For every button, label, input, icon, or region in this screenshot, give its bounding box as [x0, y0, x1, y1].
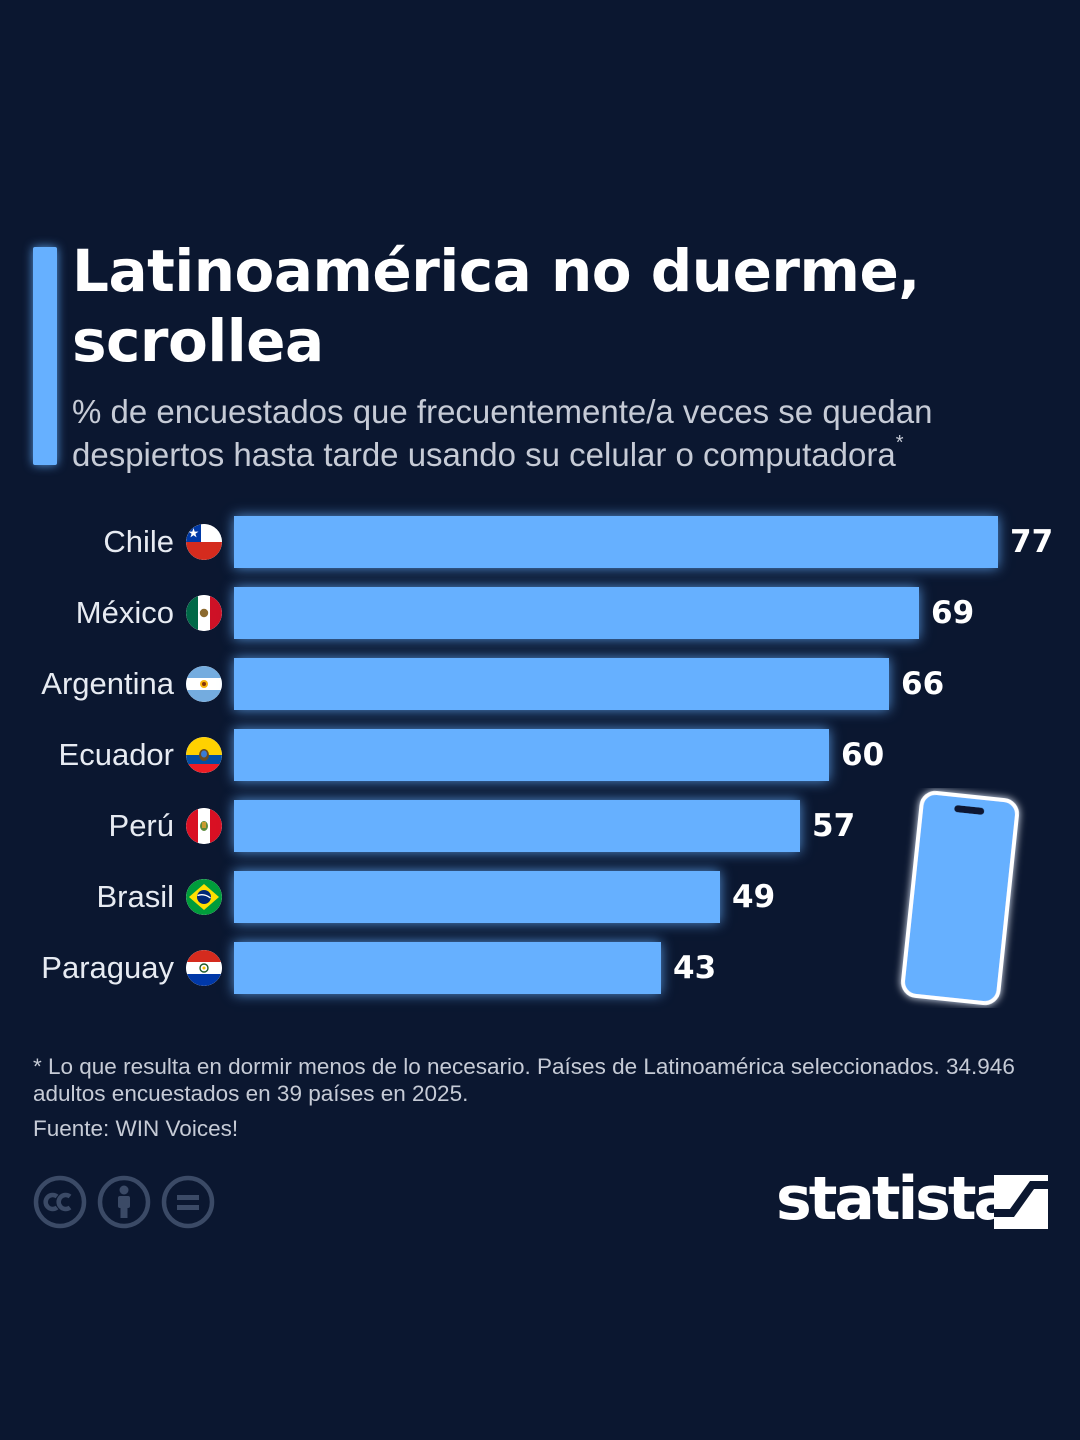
flag-ecuador-icon — [186, 737, 222, 773]
bar — [234, 658, 889, 710]
category-label: Ecuador — [58, 737, 174, 772]
data-label: 69 — [931, 595, 975, 631]
subtitle-footnote-marker: * — [895, 432, 904, 454]
bar-row-ecuador: Ecuador 60 — [0, 729, 1080, 781]
category-label: Brasil — [96, 879, 174, 914]
category-label: Argentina — [41, 666, 174, 701]
bar-chart: Chile 77 México 69 Argentina 66 Ecuador 60 Perú 5… — [0, 500, 1080, 1020]
data-label: 60 — [841, 737, 885, 773]
data-label: 66 — [901, 666, 945, 702]
bar-row-argentina: Argentina 66 — [0, 658, 1080, 710]
bar — [234, 800, 800, 852]
phone-icon — [900, 790, 1020, 1006]
flag-peru-icon — [186, 808, 222, 844]
statista-logo[interactable]: statista — [776, 1164, 1051, 1234]
footnote: * Lo que resulta en dormir menos de lo n… — [33, 1054, 1015, 1106]
data-label: 57 — [812, 808, 856, 844]
data-label: 77 — [1010, 524, 1054, 560]
bar — [234, 587, 919, 639]
category-label: Perú — [108, 808, 174, 843]
bar-row-mexico: México 69 — [0, 587, 1080, 639]
title-accent-bar — [33, 247, 57, 465]
source: Fuente: WIN Voices! — [33, 1116, 239, 1141]
bar — [234, 942, 661, 994]
chart-title: Latinoamérica no duerme, scrollea — [72, 237, 920, 375]
bar-row-chile: Chile 77 — [0, 516, 1080, 568]
no-derivatives-icon[interactable] — [161, 1175, 215, 1229]
flag-argentina-icon — [186, 666, 222, 702]
chart-subtitle: % de encuestados que frecuentemente/a ve… — [72, 390, 1062, 476]
data-label: 43 — [673, 950, 717, 986]
bar-row-brasil: Brasil 49 — [0, 871, 1080, 923]
statista-logo-icon — [994, 1175, 1048, 1229]
data-label: 49 — [732, 879, 776, 915]
bar — [234, 516, 998, 568]
brand-name: statista — [776, 1164, 1014, 1234]
category-label: México — [75, 595, 174, 630]
attribution-icon[interactable] — [97, 1175, 151, 1229]
flag-brazil-icon — [186, 879, 222, 915]
category-label: Chile — [103, 524, 174, 559]
flag-paraguay-icon — [186, 950, 222, 986]
bar-row-peru: Perú 57 — [0, 800, 1080, 852]
cc-icon[interactable] — [33, 1175, 87, 1229]
bar — [234, 871, 720, 923]
license-icons — [33, 1175, 223, 1229]
flag-chile-icon — [186, 524, 222, 560]
bar — [234, 729, 829, 781]
category-label: Paraguay — [41, 950, 174, 985]
subtitle-text: % de encuestados que frecuentemente/a ve… — [72, 393, 933, 473]
bar-row-paraguay: Paraguay 43 — [0, 942, 1080, 994]
flag-mexico-icon — [186, 595, 222, 631]
